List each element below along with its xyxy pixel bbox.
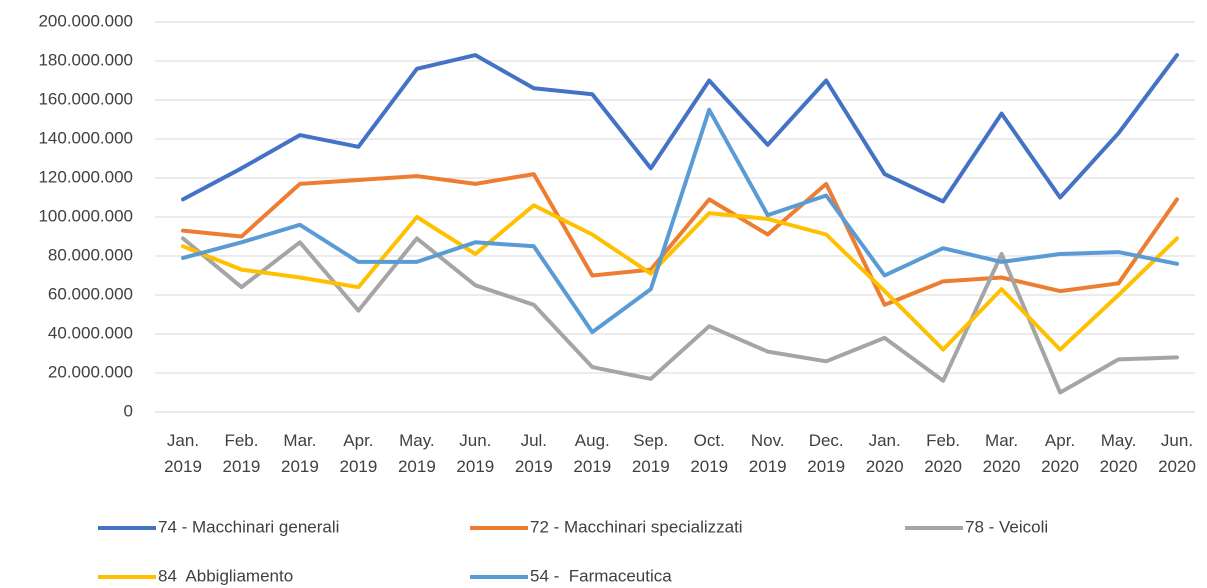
x-tick-label: Aug. 2019 [573,431,612,476]
x-tick-label: Mar. 2020 [982,431,1021,476]
y-tick-label: 60.000.000 [48,284,133,303]
series-line [181,203,1179,352]
x-tick-label: Feb. 2020 [924,431,963,476]
y-tick-label: 0 [124,401,133,420]
x-tick-label: Jan. 2020 [865,431,904,476]
series-line [181,236,1179,395]
x-tick-label: Oct. 2019 [690,431,729,476]
legend-label: 74 - Macchinari generali [158,517,339,536]
x-tick-label: Feb. 2019 [222,431,261,476]
x-tick-label: Jan. 2019 [164,431,202,476]
y-tick-label: 20.000.000 [48,362,133,381]
y-tick-label: 40.000.000 [48,323,133,342]
y-tick-label: 100.000.000 [38,206,133,225]
legend-label: 78 - Veicoli [965,517,1048,536]
x-tick-label: Sep. 2019 [631,431,670,476]
y-tick-label: 180.000.000 [38,50,133,69]
legend-label: 72 - Macchinari specializzati [530,517,743,536]
x-tick-label: Mar. 2019 [281,431,319,476]
y-tick-label: 200.000.000 [38,11,133,30]
x-tick-label: Nov. 2019 [748,431,787,476]
x-tick-label: Jun. 2019 [456,431,495,476]
x-tick-label: May. 2020 [1099,431,1138,476]
x-tick-label: Apr. 2019 [339,431,378,476]
series-line [181,53,1179,204]
x-tick-label: Dec. 2019 [807,431,846,476]
y-tick-label: 80.000.000 [48,245,133,264]
y-tick-label: 120.000.000 [38,167,133,186]
legend-label: 84 Abbigliamento [158,566,293,585]
x-tick-label: May. 2019 [397,431,436,476]
series-line [181,107,1179,335]
x-tick-label: Jun. 2020 [1158,431,1196,476]
y-tick-label: 160.000.000 [38,89,133,108]
legend-label: 54 - Farmaceutica [530,566,672,585]
y-tick-label: 140.000.000 [38,128,133,147]
x-tick-label: Apr. 2020 [1041,431,1079,476]
x-tick-label: Jul. 2019 [514,431,553,476]
